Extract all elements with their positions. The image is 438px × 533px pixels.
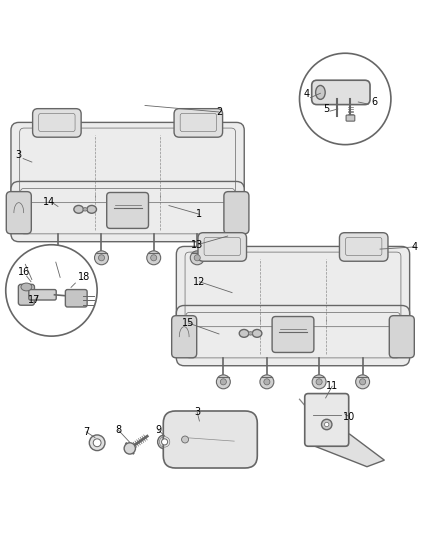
Text: 9: 9 [155, 425, 161, 435]
Circle shape [356, 375, 370, 389]
Ellipse shape [248, 332, 253, 335]
Circle shape [124, 443, 135, 454]
FancyBboxPatch shape [177, 246, 410, 335]
Text: 10: 10 [343, 411, 356, 422]
Circle shape [147, 251, 161, 265]
Text: 3: 3 [194, 407, 200, 417]
Ellipse shape [87, 205, 96, 213]
Circle shape [300, 53, 391, 144]
FancyBboxPatch shape [172, 316, 197, 358]
Text: 11: 11 [326, 381, 338, 391]
FancyBboxPatch shape [163, 411, 257, 468]
FancyBboxPatch shape [312, 80, 370, 104]
FancyBboxPatch shape [305, 393, 349, 446]
Text: 8: 8 [115, 425, 121, 435]
Circle shape [220, 379, 226, 385]
FancyBboxPatch shape [272, 317, 314, 352]
FancyBboxPatch shape [11, 123, 244, 211]
FancyBboxPatch shape [389, 316, 414, 358]
Circle shape [194, 255, 200, 261]
Circle shape [162, 439, 168, 445]
Text: 18: 18 [78, 272, 90, 282]
Ellipse shape [239, 329, 249, 337]
Ellipse shape [252, 329, 262, 337]
FancyBboxPatch shape [224, 192, 249, 234]
FancyBboxPatch shape [11, 181, 244, 241]
Circle shape [93, 439, 101, 447]
Circle shape [95, 251, 109, 265]
Circle shape [312, 375, 326, 389]
Text: 4: 4 [304, 89, 310, 99]
Ellipse shape [74, 205, 83, 213]
Text: 12: 12 [193, 277, 205, 287]
Circle shape [182, 436, 188, 443]
Circle shape [325, 422, 329, 426]
FancyBboxPatch shape [174, 109, 223, 137]
Circle shape [216, 375, 230, 389]
Circle shape [151, 255, 157, 261]
FancyBboxPatch shape [29, 289, 56, 300]
Ellipse shape [316, 85, 325, 99]
Circle shape [55, 255, 61, 261]
Text: 5: 5 [323, 104, 330, 114]
Text: 7: 7 [83, 427, 89, 437]
FancyBboxPatch shape [107, 192, 148, 229]
Circle shape [321, 419, 332, 430]
FancyBboxPatch shape [32, 109, 81, 137]
Circle shape [158, 435, 172, 449]
Circle shape [6, 245, 97, 336]
Text: 6: 6 [371, 98, 378, 108]
Text: 4: 4 [412, 242, 418, 252]
Circle shape [89, 435, 105, 450]
Ellipse shape [21, 283, 32, 291]
Text: 1: 1 [196, 209, 202, 219]
Circle shape [360, 379, 366, 385]
Ellipse shape [83, 208, 87, 211]
Text: 3: 3 [15, 150, 21, 160]
FancyBboxPatch shape [339, 233, 388, 261]
FancyBboxPatch shape [198, 233, 247, 261]
Circle shape [316, 379, 322, 385]
FancyBboxPatch shape [65, 289, 87, 307]
Circle shape [264, 379, 270, 385]
Text: 15: 15 [182, 318, 195, 328]
Text: 2: 2 [216, 107, 222, 117]
Circle shape [190, 251, 204, 265]
Text: 13: 13 [191, 240, 203, 250]
FancyBboxPatch shape [18, 284, 35, 305]
Text: 17: 17 [28, 295, 40, 305]
FancyBboxPatch shape [6, 192, 31, 234]
Circle shape [99, 255, 105, 261]
FancyBboxPatch shape [177, 305, 410, 366]
Circle shape [260, 375, 274, 389]
Text: 14: 14 [43, 197, 55, 207]
FancyBboxPatch shape [346, 115, 355, 121]
Text: 16: 16 [18, 267, 30, 277]
Polygon shape [306, 434, 385, 467]
Circle shape [51, 251, 65, 265]
